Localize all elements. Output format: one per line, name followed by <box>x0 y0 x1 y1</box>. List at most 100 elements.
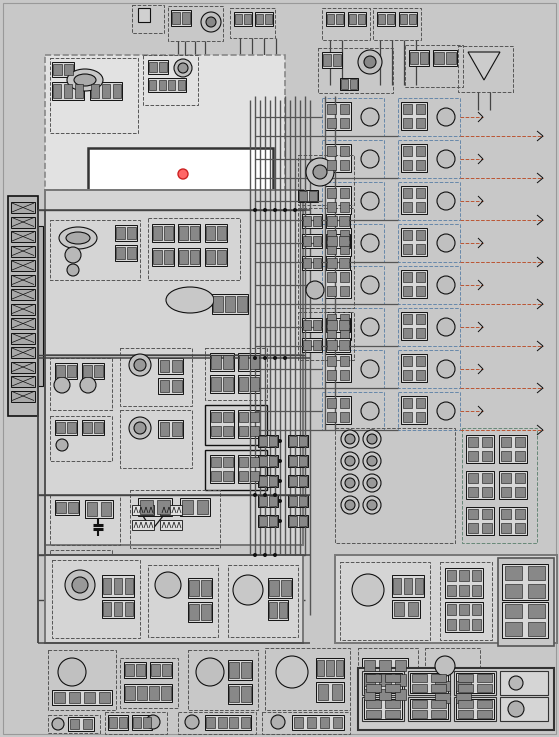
Bar <box>87 502 97 516</box>
Bar <box>250 471 259 481</box>
Bar <box>302 214 322 228</box>
Bar <box>433 50 457 66</box>
Circle shape <box>293 208 297 212</box>
Bar <box>303 340 311 350</box>
Bar <box>11 260 35 271</box>
Bar <box>299 456 307 466</box>
Bar <box>415 398 425 408</box>
Bar <box>395 689 406 700</box>
Bar <box>50 495 120 545</box>
Bar <box>385 684 400 692</box>
Bar <box>335 428 455 543</box>
Bar <box>468 437 479 447</box>
Bar <box>289 436 297 446</box>
Circle shape <box>341 430 359 448</box>
Bar <box>258 455 278 467</box>
Bar <box>394 602 404 616</box>
Bar <box>157 500 170 514</box>
Bar <box>366 674 381 682</box>
Bar <box>398 98 460 136</box>
Bar <box>102 600 134 618</box>
Bar <box>379 674 391 685</box>
Bar <box>224 457 233 467</box>
Bar <box>325 228 351 256</box>
Bar <box>454 671 496 695</box>
Bar <box>205 348 267 400</box>
Bar <box>269 436 277 446</box>
Bar <box>410 52 418 64</box>
Bar <box>159 422 169 436</box>
Bar <box>55 555 103 583</box>
Bar <box>303 216 311 226</box>
Bar <box>325 354 351 382</box>
Bar <box>472 604 481 615</box>
Bar <box>468 451 479 461</box>
Bar <box>153 226 162 240</box>
Circle shape <box>367 500 377 510</box>
Bar <box>339 320 349 330</box>
Circle shape <box>201 12 221 32</box>
Bar <box>164 226 173 240</box>
Bar <box>402 188 413 198</box>
Circle shape <box>367 434 377 444</box>
Bar <box>56 365 65 377</box>
Bar <box>250 426 259 436</box>
Bar <box>401 312 427 340</box>
Circle shape <box>437 108 455 126</box>
Circle shape <box>67 264 79 276</box>
Bar <box>210 353 234 371</box>
Bar <box>182 500 193 514</box>
Bar <box>377 12 395 26</box>
Bar <box>102 84 110 98</box>
Bar <box>197 500 208 514</box>
Circle shape <box>345 434 355 444</box>
Bar <box>149 62 157 72</box>
Bar <box>440 562 492 640</box>
Circle shape <box>361 192 379 210</box>
Circle shape <box>361 108 379 126</box>
Bar <box>11 347 35 358</box>
Circle shape <box>352 574 384 606</box>
Bar <box>322 140 384 178</box>
Bar <box>153 250 162 264</box>
Bar <box>415 286 425 296</box>
Bar <box>500 671 548 695</box>
Bar <box>364 660 376 671</box>
Bar <box>211 377 221 391</box>
Bar <box>105 712 167 734</box>
Bar <box>434 694 451 702</box>
Ellipse shape <box>166 287 214 313</box>
Bar <box>327 14 334 24</box>
Bar <box>528 622 545 636</box>
Bar <box>468 509 479 520</box>
Bar <box>94 365 103 377</box>
Bar <box>364 699 402 719</box>
Bar <box>136 664 145 676</box>
Circle shape <box>263 208 267 212</box>
Bar <box>269 517 277 525</box>
Bar <box>255 12 273 26</box>
Bar <box>299 476 307 486</box>
Bar <box>402 244 413 254</box>
Bar <box>410 699 448 719</box>
Circle shape <box>278 439 282 443</box>
Bar <box>48 715 100 733</box>
Bar <box>114 578 122 594</box>
Circle shape <box>306 281 324 299</box>
Bar <box>395 660 406 671</box>
Circle shape <box>345 478 355 488</box>
Bar <box>379 660 391 671</box>
Bar <box>293 717 304 728</box>
Circle shape <box>345 500 355 510</box>
Circle shape <box>437 360 455 378</box>
Bar <box>358 668 554 730</box>
Bar <box>211 471 221 481</box>
Bar <box>230 8 275 38</box>
Bar <box>501 472 511 483</box>
Bar <box>477 674 492 682</box>
Bar <box>499 435 527 463</box>
Circle shape <box>54 377 70 393</box>
Bar <box>159 62 167 72</box>
Bar <box>55 500 79 515</box>
Bar <box>413 710 427 718</box>
